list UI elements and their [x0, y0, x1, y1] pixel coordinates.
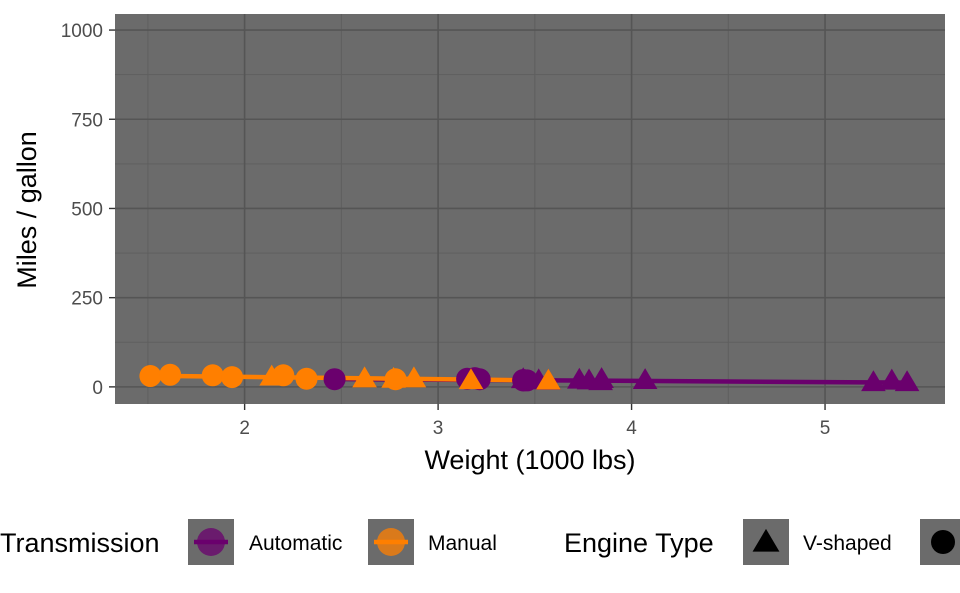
point-manual-circle	[201, 364, 224, 387]
legend-marker-circle	[931, 530, 955, 554]
point-manual-triangle	[401, 366, 427, 388]
legend-label-triangle: V-shaped	[803, 532, 892, 555]
y-tick-label: 750	[71, 110, 103, 131]
point-automatic-triangle	[894, 370, 920, 392]
point-automatic-triangle	[510, 367, 536, 389]
point-automatic-triangle	[861, 370, 886, 392]
point-manual-circle	[221, 366, 244, 389]
legend-label-manual: Manual	[428, 532, 497, 555]
legend-label-automatic: Automatic	[249, 532, 342, 555]
y-tick-label: 250	[71, 289, 103, 310]
x-axis-title: Weight (1000 lbs)	[424, 445, 635, 475]
point-manual-circle	[295, 367, 318, 390]
point-manual-triangle	[352, 366, 377, 388]
point-automatic-circle	[323, 368, 346, 391]
data-points	[139, 363, 920, 392]
legend-marker-triangle	[752, 528, 780, 552]
grid	[115, 14, 945, 404]
x-tick-label: 5	[820, 418, 831, 439]
tick-labels: 2 3 4 5 0 250 500 750 1000	[61, 21, 831, 439]
legend-title-transmission: Transmission	[0, 528, 160, 558]
axis-ticks	[109, 29, 826, 410]
legend: Transmission Automatic Manual Engine Type V-…	[0, 519, 960, 565]
legend-title-engine-type: Engine Type	[564, 528, 714, 558]
y-axis-title: Miles / gallon	[12, 131, 42, 289]
point-manual-triangle	[381, 366, 406, 388]
y-tick-label: 0	[92, 378, 103, 399]
x-tick-label: 2	[239, 418, 250, 439]
point-automatic-triangle	[589, 367, 614, 388]
y-tick-label: 500	[71, 199, 103, 220]
y-tick-label: 1000	[61, 21, 103, 42]
point-manual-triangle	[536, 368, 561, 390]
point-automatic-triangle	[632, 368, 658, 389]
point-automatic-triangle	[879, 368, 905, 390]
point-manual-circle	[159, 363, 182, 386]
x-tick-label: 4	[626, 418, 637, 439]
point-manual-circle	[139, 365, 162, 388]
x-tick-label: 3	[433, 418, 444, 439]
point-manual-triangle	[458, 368, 484, 390]
point-manual-triangle	[259, 364, 285, 386]
